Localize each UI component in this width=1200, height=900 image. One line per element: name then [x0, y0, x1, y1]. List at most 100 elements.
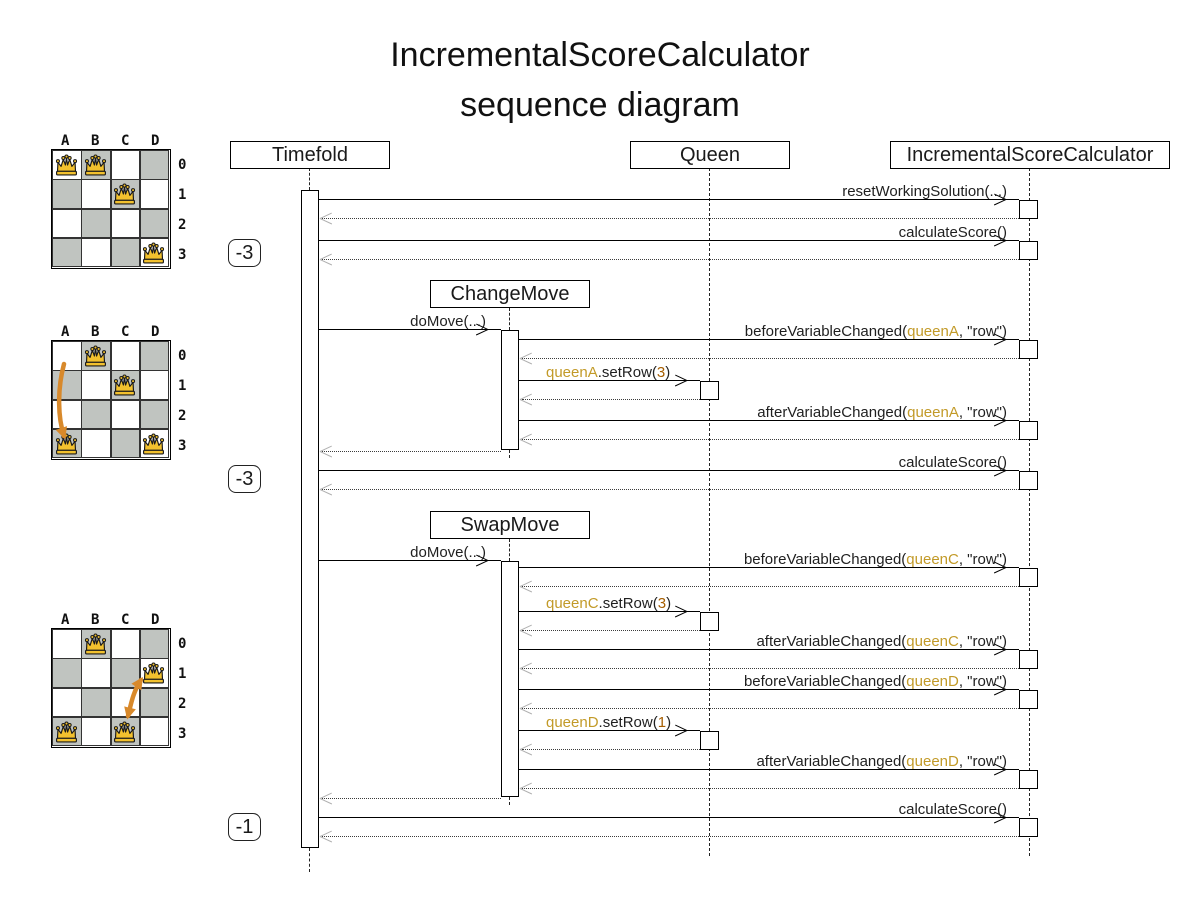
board-col-label: B [91, 612, 100, 628]
message-line [319, 329, 501, 331]
board-cell [52, 370, 82, 400]
message-label: afterVariableChanged(queenA, "row") [687, 404, 1007, 421]
board-cell [110, 341, 141, 371]
return-arrowhead-icon [320, 445, 333, 459]
activation-square-isc [1019, 241, 1038, 260]
message-label-part: , "row") [958, 633, 1007, 650]
return-line [522, 749, 700, 750]
board-cell [81, 687, 111, 718]
board-cell [110, 208, 141, 239]
board-cell [81, 179, 111, 209]
message-label: beforeVariableChanged(queenC, "row") [687, 551, 1007, 568]
board-cell [139, 716, 170, 747]
activation-bar-swapmove [501, 561, 519, 797]
message-line [519, 339, 1019, 341]
message-label: queenD.setRow(1) [546, 714, 671, 731]
return-line [322, 798, 501, 799]
lifeline-queen [709, 168, 711, 856]
message-label: resetWorkingSolution(...) [707, 183, 1007, 200]
return-line [322, 218, 1019, 219]
message-line [319, 240, 1019, 242]
board-cell [52, 237, 82, 268]
board-cell [139, 150, 170, 180]
return-line [322, 451, 501, 452]
message-label-part: ) [666, 595, 672, 612]
message-label: afterVariableChanged(queenC, "row") [687, 633, 1007, 650]
board-cell [110, 150, 141, 180]
message-label-part: 1 [657, 714, 667, 731]
arrowhead-icon [674, 605, 687, 619]
message-label: calculateScore() [707, 801, 1007, 818]
queen-icon [82, 153, 109, 177]
message-label: calculateScore() [707, 454, 1007, 471]
return-arrowhead-icon [520, 393, 533, 407]
board-cell [52, 179, 82, 209]
return-arrowhead-icon [520, 782, 533, 796]
participant-changemove: ChangeMove [430, 280, 590, 308]
board-after-changemove: A B C D 0 1 2 3 [51, 324, 197, 464]
board-cell [81, 237, 111, 268]
message-label: beforeVariableChanged(queenD, "row") [687, 673, 1007, 690]
participant-timefold: Timefold [230, 141, 390, 169]
message-label-part: afterVariableChanged( [756, 633, 907, 650]
participant-label: Timefold [272, 143, 348, 166]
activation-bar-timefold [301, 190, 319, 848]
board-cell [81, 716, 111, 747]
return-line [322, 259, 1019, 260]
board-initial-state: A B C D 0 1 2 3 [51, 133, 197, 273]
return-line [522, 788, 1019, 789]
score-value: -1 [235, 815, 254, 838]
message-label-part: calculateScore() [898, 454, 1007, 471]
board-row-label: 2 [178, 696, 187, 712]
message-label: beforeVariableChanged(queenA, "row") [687, 323, 1007, 340]
message-label-part: ) [666, 714, 672, 731]
message-label-part: , "row") [958, 404, 1007, 421]
board-cell [110, 629, 141, 659]
board-row-label: 2 [178, 217, 187, 233]
message-label-part: calculateScore() [898, 801, 1007, 818]
message-label-part: , "row") [958, 673, 1007, 690]
return-line [522, 668, 1019, 669]
message-label-part: calculateScore() [898, 224, 1007, 241]
board-col-label: C [121, 133, 130, 149]
board-cell [110, 428, 141, 459]
board-row-label: 1 [178, 666, 187, 682]
board-cell [139, 341, 170, 371]
return-arrowhead-icon [520, 624, 533, 638]
participant-incrementalscorecalculator: IncrementalScoreCalculator [890, 141, 1170, 169]
board-after-swapmove: A B C D 0 1 2 3 [51, 612, 197, 752]
board-cell [52, 341, 82, 371]
score-badge: -3 [228, 239, 261, 267]
message-label-part: , "row") [958, 753, 1007, 770]
return-line [322, 836, 1019, 837]
board-cell [139, 179, 170, 209]
return-arrowhead-icon [520, 662, 533, 676]
board-cell [81, 208, 111, 239]
message-label: doMove(...) [286, 313, 486, 330]
message-label-part: 3 [656, 364, 666, 381]
return-line [522, 586, 1019, 587]
message-label-part: , "row") [958, 551, 1007, 568]
message-label-part: queenA [546, 364, 598, 381]
activation-square-isc [1019, 421, 1038, 440]
lifeline-swapmove [509, 539, 511, 561]
board-cell [81, 658, 111, 688]
participant-label: Queen [679, 143, 741, 166]
message-label-part: 3 [657, 595, 667, 612]
message-label: queenA.setRow(3) [546, 364, 670, 381]
message-label-part: .setRow( [598, 714, 658, 731]
board-col-label: D [151, 133, 160, 149]
board-cell [52, 658, 82, 688]
message-line [519, 380, 700, 382]
message-label: calculateScore() [707, 224, 1007, 241]
return-arrowhead-icon [320, 483, 333, 497]
message-label-part: beforeVariableChanged( [744, 323, 908, 340]
arrowhead-icon [674, 724, 687, 738]
message-line [319, 560, 501, 562]
message-label-part: queenC [546, 595, 599, 612]
message-label-part: ) [665, 364, 671, 381]
activation-square-queen [700, 381, 719, 400]
board-row-label: 3 [178, 247, 187, 263]
score-value: -3 [235, 467, 254, 490]
